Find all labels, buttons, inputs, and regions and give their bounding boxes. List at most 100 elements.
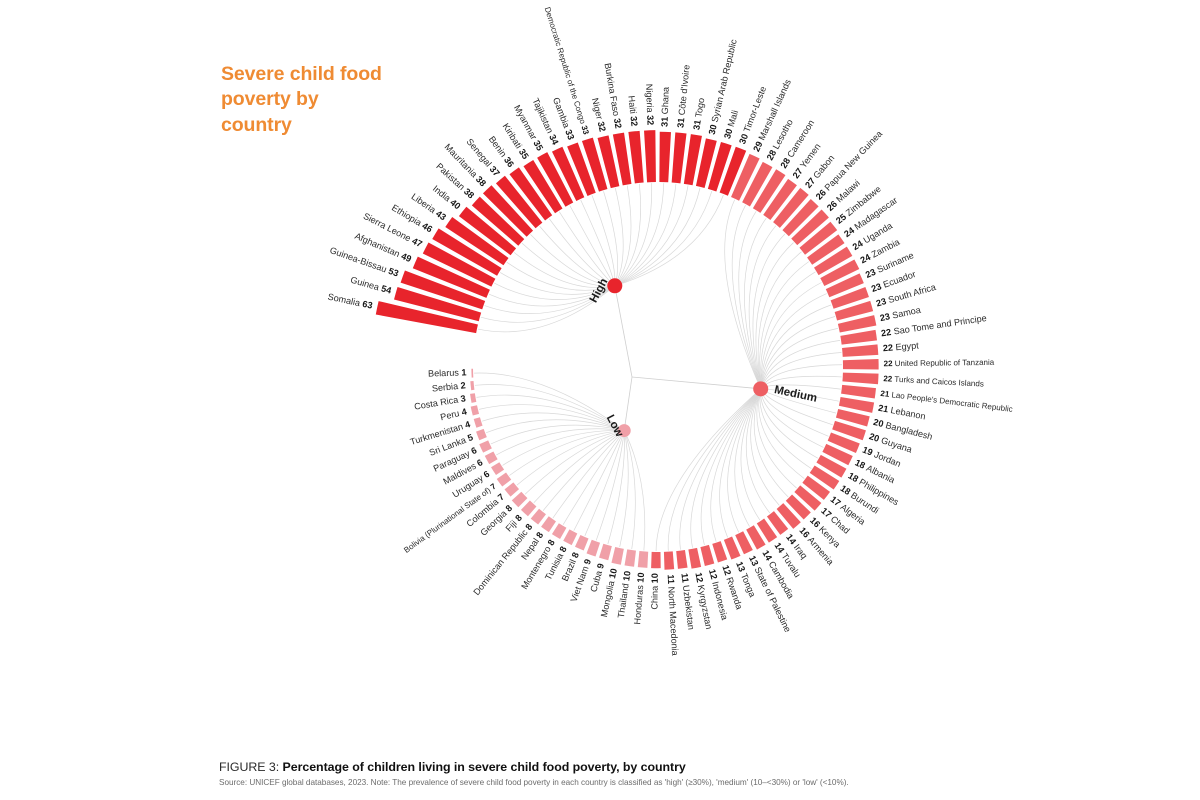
country-value: 6	[482, 469, 492, 480]
country-value: 47	[410, 236, 424, 250]
radial-bar	[683, 134, 702, 186]
radial-bar	[842, 359, 879, 370]
country-value: 5	[466, 433, 474, 444]
radial-bar	[688, 547, 702, 569]
radial-bar	[541, 516, 556, 533]
country-label: Serbia 2	[431, 381, 466, 394]
caption-headline: Percentage of children living in severe …	[282, 760, 686, 774]
radial-bar	[719, 146, 747, 196]
radial-bar	[470, 380, 475, 391]
radial-bar	[834, 300, 874, 321]
country-name: Ghana	[660, 86, 671, 115]
dendrogram-spoke	[623, 376, 633, 431]
radial-bar	[612, 132, 632, 186]
country-value: 37	[487, 164, 501, 178]
radial-bar	[458, 206, 517, 256]
cluster-node-high[interactable]	[607, 278, 623, 294]
country-value: 9	[595, 562, 606, 570]
radial-bar	[611, 546, 624, 565]
cluster-node-low[interactable]	[617, 424, 631, 438]
dendrogram-spoke	[631, 376, 761, 390]
cluster-node-medium[interactable]	[753, 381, 769, 397]
radial-bar	[523, 159, 563, 214]
country-value: 7	[489, 481, 498, 491]
radial-bar	[624, 549, 636, 567]
radial-bar	[842, 372, 879, 385]
radial-bar	[776, 503, 801, 529]
country-value: 20	[868, 432, 883, 445]
country-value: 8	[570, 551, 581, 560]
radial-bar	[835, 409, 870, 427]
country-label: 30 Mali	[722, 109, 740, 140]
dendrogram-links	[474, 183, 842, 551]
country-label: 31 Côte d'Ivoire	[676, 64, 692, 128]
radial-bar	[551, 523, 567, 540]
radial-bar	[837, 315, 877, 333]
radial-bar	[530, 508, 546, 525]
radial-bar	[445, 216, 509, 266]
country-name: Honduras	[633, 582, 646, 625]
radial-bar	[735, 531, 753, 555]
country-value: 8	[504, 503, 515, 514]
radial-bar	[663, 551, 675, 570]
country-label: 22 Egypt	[883, 341, 920, 354]
country-value: 35	[516, 147, 530, 161]
radial-bar	[712, 541, 728, 563]
country-label: 11 North Macedonia	[665, 574, 680, 657]
country-name: Mali	[726, 109, 740, 128]
country-label: Belarus 1	[428, 368, 467, 379]
country-name: Haiti	[626, 95, 638, 117]
radial-bar	[476, 428, 487, 441]
radial-bar	[495, 175, 543, 229]
country-name: Egypt	[895, 341, 919, 353]
radial-bar	[479, 440, 492, 453]
caption-source-note: Source: UNICEF global databases, 2023. N…	[219, 778, 849, 787]
radial-bar	[473, 417, 483, 428]
radial-bar	[791, 209, 829, 246]
country-value: 22	[883, 343, 896, 354]
radial-bar	[752, 169, 786, 213]
country-label: Nigeria 32	[644, 84, 655, 126]
country-value: 23	[864, 266, 880, 280]
radial-bar	[470, 393, 477, 403]
country-name: Somalia	[327, 292, 364, 309]
radial-bar	[504, 482, 520, 497]
country-value: 23	[875, 296, 890, 309]
country-value: 33	[579, 125, 590, 137]
radial-bar	[586, 539, 601, 557]
country-label: 11 Uzbekistan	[679, 573, 696, 631]
country-value: 32	[645, 115, 655, 125]
country-label: China 10	[650, 573, 660, 610]
radial-bar	[511, 491, 528, 508]
country-value: 8	[524, 522, 535, 532]
country-label: 22 Turks and Caicos Islands	[883, 374, 984, 388]
radial-bar	[471, 196, 525, 246]
country-value: 19	[861, 445, 876, 459]
country-value: 31	[692, 117, 704, 131]
country-label: 31 Togo	[692, 97, 707, 131]
country-label: Cuba 9	[589, 562, 607, 593]
radial-bar	[802, 475, 831, 500]
country-value: 29	[752, 138, 766, 154]
radial-bar	[827, 432, 860, 453]
radial-bar	[700, 544, 715, 566]
country-label: Peru 4	[439, 407, 468, 423]
country-value: 10	[608, 568, 620, 580]
radial-bar	[509, 167, 553, 221]
country-name: Peru	[439, 408, 462, 423]
radial-bar	[537, 152, 574, 207]
country-value: 21	[877, 403, 891, 415]
country-value: 22	[880, 327, 894, 339]
radial-bar	[551, 146, 585, 202]
radial-bar	[520, 500, 537, 517]
country-value: 13	[734, 560, 748, 575]
radial-bar	[723, 536, 741, 560]
radial-bar	[695, 138, 717, 188]
radial-bar	[841, 384, 876, 399]
radial-bar	[773, 187, 809, 228]
country-value: 4	[464, 419, 473, 430]
radial-bar	[659, 131, 671, 183]
country-name: China	[650, 583, 660, 609]
radial-bar	[567, 142, 596, 196]
